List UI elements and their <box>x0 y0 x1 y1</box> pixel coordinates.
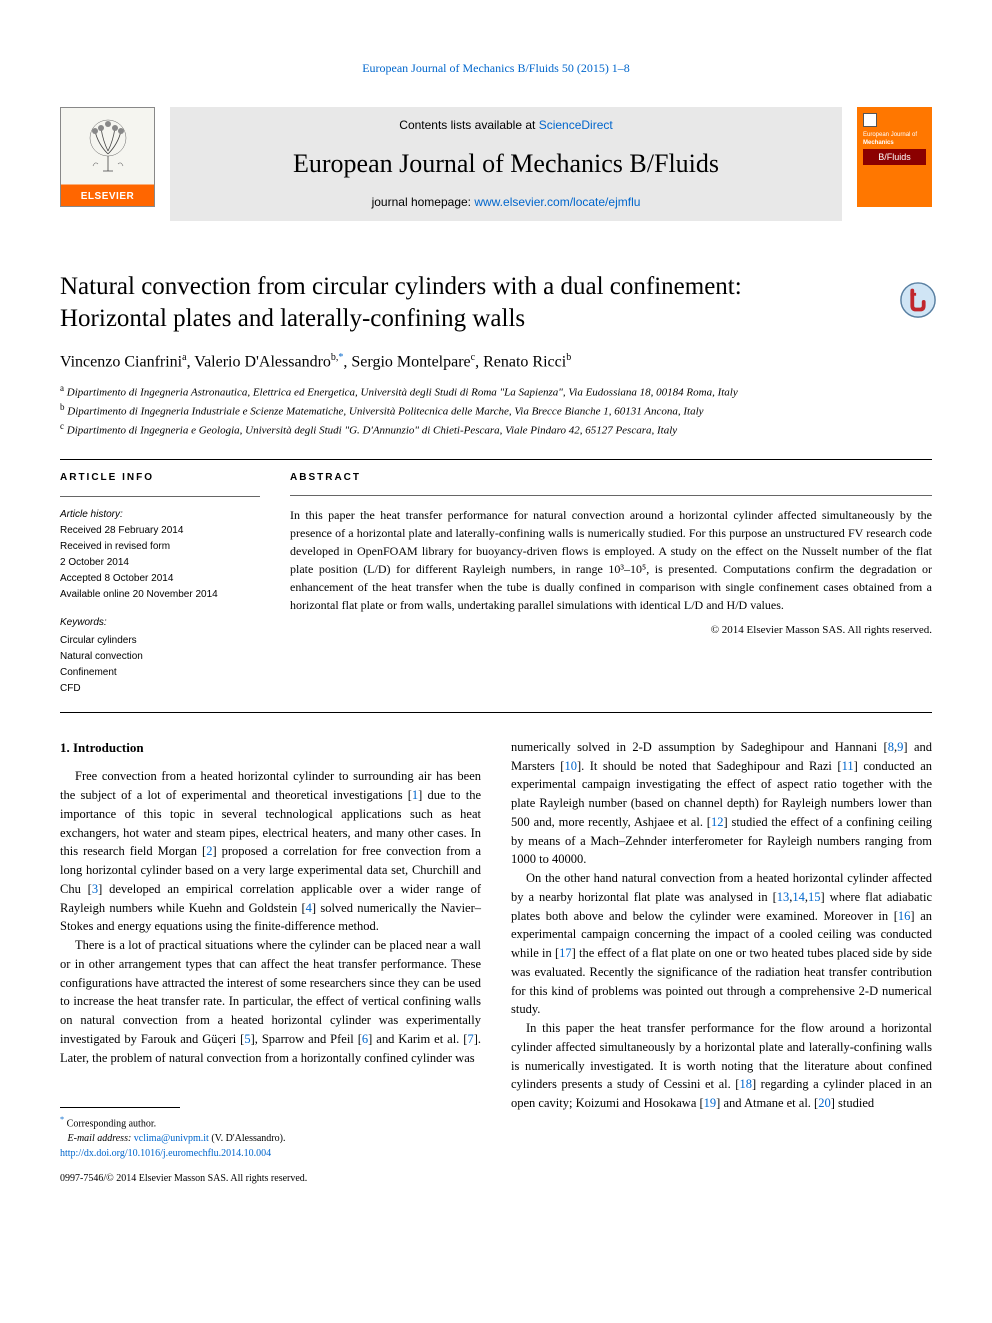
journal-cover: European Journal ofMechanics B/Fluids <box>857 107 932 207</box>
elsevier-tree-icon <box>73 116 143 176</box>
received-date: Received 28 February 2014 <box>60 523 260 539</box>
keyword: Circular cylinders <box>60 633 260 649</box>
body-columns: 1. Introduction Free convection from a h… <box>60 738 932 1186</box>
doi-link[interactable]: http://dx.doi.org/10.1016/j.euromechflu.… <box>60 1146 481 1161</box>
paragraph: numerically solved in 2-D assumption by … <box>511 738 932 869</box>
revised-label: Received in revised form <box>60 539 260 555</box>
paragraph: There is a lot of practical situations w… <box>60 936 481 1067</box>
keyword: Confinement <box>60 665 260 681</box>
corresponding-note: Corresponding author. <box>67 1119 156 1130</box>
footnote-separator <box>60 1107 180 1108</box>
available-date: Available online 20 November 2014 <box>60 587 260 603</box>
email-link[interactable]: vclima@univpm.it <box>134 1133 209 1144</box>
homepage-line: journal homepage: www.elsevier.com/locat… <box>372 194 641 211</box>
contents-line: Contents lists available at ScienceDirec… <box>399 117 612 134</box>
elsevier-logo <box>60 107 155 207</box>
accepted-date: Accepted 8 October 2014 <box>60 571 260 587</box>
section-heading: 1. Introduction <box>60 738 481 758</box>
column-left: 1. Introduction Free convection from a h… <box>60 738 481 1186</box>
author-4: Renato Ricci <box>483 353 566 370</box>
keyword: CFD <box>60 681 260 697</box>
contents-pre: Contents lists available at <box>399 118 538 132</box>
footnote: * Corresponding author. E-mail address: … <box>60 1114 481 1145</box>
column-right: numerically solved in 2-D assumption by … <box>511 738 932 1186</box>
paragraph: In this paper the heat transfer performa… <box>511 1019 932 1113</box>
history-label: Article history: <box>60 507 260 523</box>
masthead: Contents lists available at ScienceDirec… <box>60 107 932 221</box>
keywords-label: Keywords: <box>60 615 260 631</box>
article-info: ARTICLE INFO Article history: Received 2… <box>60 470 260 697</box>
paper-title: Natural convection from circular cylinde… <box>60 271 810 336</box>
homepage-link[interactable]: www.elsevier.com/locate/ejmflu <box>474 195 640 209</box>
abstract-heading: ABSTRACT <box>290 470 932 485</box>
keyword: Natural convection <box>60 649 260 665</box>
divider <box>60 712 932 713</box>
abstract-copyright: © 2014 Elsevier Masson SAS. All rights r… <box>290 622 932 639</box>
authors: Vincenzo Cianfrinia, Valerio D'Alessandr… <box>60 351 932 374</box>
author-3: Sergio Montelpare <box>351 353 470 370</box>
affiliation-b: Dipartimento di Ingegneria Industriale e… <box>67 405 703 417</box>
paragraph: On the other hand natural convection fro… <box>511 869 932 1019</box>
affiliations: a Dipartimento di Ingegneria Astronautic… <box>60 382 932 439</box>
title-block: Natural convection from circular cylinde… <box>60 271 932 439</box>
masthead-center: Contents lists available at ScienceDirec… <box>170 107 842 221</box>
crossmark-icon[interactable] <box>899 281 937 319</box>
author-2: Valerio D'Alessandro <box>194 353 331 370</box>
revised-date: 2 October 2014 <box>60 555 260 571</box>
abstract: ABSTRACT In this paper the heat transfer… <box>290 470 932 697</box>
author-1: Vincenzo Cianfrini <box>60 353 182 370</box>
article-info-heading: ARTICLE INFO <box>60 470 260 486</box>
affiliation-a: Dipartimento di Ingegneria Astronautica,… <box>67 386 738 398</box>
abstract-text: In this paper the heat transfer performa… <box>290 506 932 614</box>
citation-header: European Journal of Mechanics B/Fluids 5… <box>60 60 932 77</box>
issn-line: 0997-7546/© 2014 Elsevier Masson SAS. Al… <box>60 1171 481 1186</box>
corresponding-marker: * <box>338 352 343 363</box>
divider <box>60 459 932 460</box>
journal-name: European Journal of Mechanics B/Fluids <box>293 146 719 182</box>
affiliation-c: Dipartimento di Ingegneria e Geologia, U… <box>67 424 677 436</box>
sciencedirect-link[interactable]: ScienceDirect <box>539 118 613 132</box>
homepage-pre: journal homepage: <box>372 195 475 209</box>
paragraph: Free convection from a heated horizontal… <box>60 767 481 936</box>
